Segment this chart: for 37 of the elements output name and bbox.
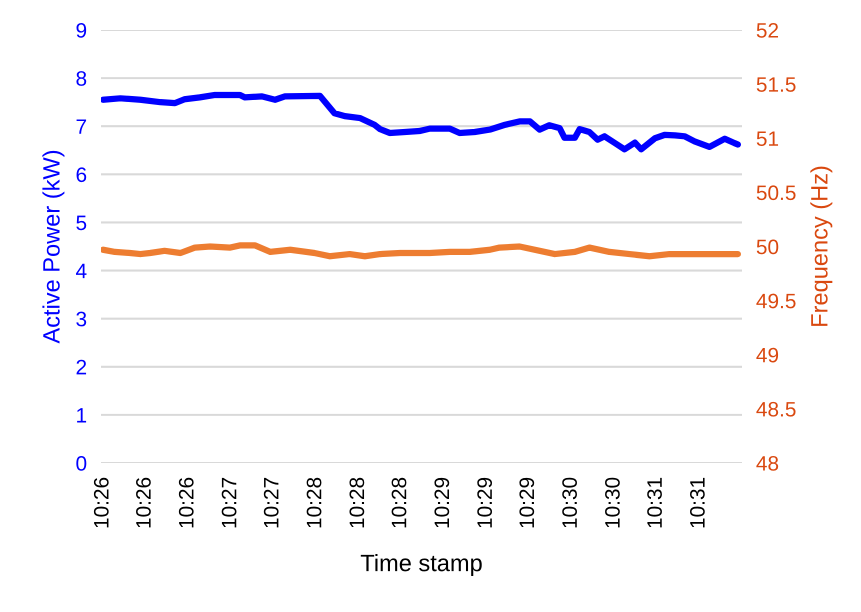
x-tick-label: 10:29 bbox=[519, 478, 534, 528]
y-axis-title: Active Power (kW) bbox=[42, 150, 64, 344]
x-tick-label: 10:29 bbox=[477, 478, 492, 528]
x-tick-label: 10:28 bbox=[392, 478, 406, 528]
y-tick-label: 5 bbox=[76, 216, 86, 230]
x-tick-label: 10:30 bbox=[605, 478, 620, 528]
y2-tick-label: 52 bbox=[756, 23, 778, 38]
y2-axis-title: Frequency (Hz) bbox=[810, 166, 832, 326]
y-tick-label: 6 bbox=[76, 167, 86, 182]
x-axis-title: Time stamp bbox=[360, 554, 482, 576]
y-tick-label: 4 bbox=[76, 264, 86, 278]
x-tick-label: 10:26 bbox=[136, 478, 151, 528]
x-tick-label: 10:27 bbox=[222, 478, 236, 528]
y2-tick-label: 50.5 bbox=[756, 185, 796, 200]
x-tick-label: 10:28 bbox=[306, 478, 322, 528]
y2-tick-label: 49.5 bbox=[756, 294, 796, 308]
y-tick-label: 3 bbox=[76, 312, 86, 326]
x-tick-label: 10:26 bbox=[178, 478, 194, 528]
y-tick-label: 0 bbox=[76, 456, 86, 471]
y-tick-label: 2 bbox=[76, 360, 86, 374]
x-tick-label: 10:29 bbox=[434, 478, 450, 528]
y2-tick-label: 51.5 bbox=[756, 77, 796, 92]
y-tick-label: 7 bbox=[76, 119, 86, 134]
y-tick-label: 9 bbox=[76, 23, 86, 38]
x-tick-label: 10:31 bbox=[690, 478, 705, 528]
y2-tick-label: 51 bbox=[756, 131, 778, 146]
x-tick-label: 10:30 bbox=[562, 478, 577, 528]
x-tick-label: 10:28 bbox=[349, 478, 364, 528]
y2-tick-label: 48 bbox=[756, 456, 778, 471]
y2-tick-label: 49 bbox=[756, 348, 778, 363]
y2-tick-label: 50 bbox=[756, 240, 778, 254]
x-tick-label: 10:26 bbox=[94, 478, 109, 528]
y-tick-label: 8 bbox=[76, 71, 86, 86]
x-tick-label: 10:27 bbox=[264, 478, 279, 528]
y2-tick-label: 48.5 bbox=[756, 402, 796, 417]
x-tick-label: 10:31 bbox=[647, 478, 662, 528]
y-tick-label: 1 bbox=[77, 408, 86, 422]
